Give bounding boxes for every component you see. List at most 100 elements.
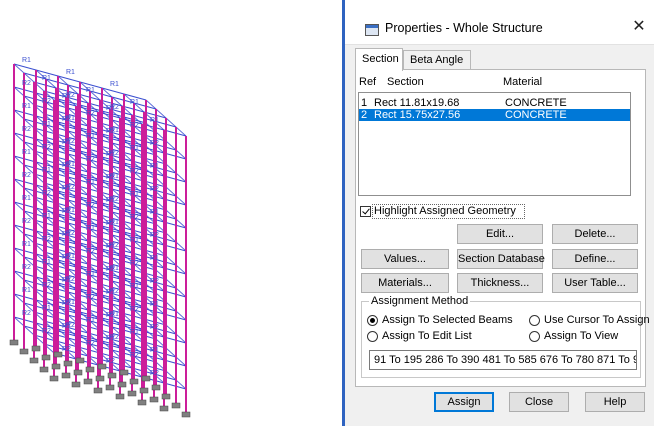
edit-button[interactable]: Edit... [457, 224, 543, 244]
radio-label: Assign To Edit List [382, 330, 472, 342]
member-label: R2 [22, 264, 31, 271]
beam-line [57, 75, 69, 86]
section-list[interactable]: 1 Rect 11.81x19.68 CONCRETE 2 Rect 15.75… [358, 92, 631, 196]
radio-button[interactable] [529, 315, 540, 326]
thickness-button[interactable]: Thickness... [457, 273, 543, 293]
beam-line [13, 201, 25, 212]
member-label: R2 [86, 202, 95, 209]
member-label: R2 [22, 80, 31, 87]
member-label: R2 [22, 310, 31, 317]
beam-line [23, 72, 35, 83]
member-label: R1 [62, 277, 71, 284]
member-label: R2 [150, 278, 159, 285]
member-label: R2 [110, 334, 119, 341]
delete-button[interactable]: Delete... [552, 224, 638, 244]
radio-button[interactable] [367, 331, 378, 342]
help-button[interactable]: Help [585, 392, 645, 412]
support-icon [39, 366, 49, 373]
values-button[interactable]: Values... [361, 249, 449, 269]
beam-line [23, 233, 35, 244]
member-label: R1 [110, 265, 119, 272]
edit-list-field[interactable]: 91 To 195 286 To 390 481 To 585 676 To 7… [369, 350, 637, 370]
member-label: R2 [130, 214, 139, 221]
member-label: R1 [66, 115, 75, 122]
support-icon [129, 378, 139, 385]
member-label: R2 [62, 346, 71, 353]
beam-line [165, 163, 177, 174]
radio-button[interactable] [529, 331, 540, 342]
column-header-section: Section [387, 76, 424, 88]
structure-model-view[interactable]: R2 R2 R2 R2 R2 R2 R2 R2 R2 R1 R1 R1 R1 R1 R1 R1 R1 R1 R2 R2… [0, 0, 340, 426]
member-label: R2 [110, 104, 119, 111]
member-label: R2 [66, 138, 75, 145]
member-label: R2 [150, 140, 159, 147]
member-label: R1 [22, 195, 31, 202]
member-label: R1 [110, 311, 119, 318]
beam-line [175, 218, 187, 229]
structure-model-canvas[interactable]: R2R2R2R2R2R2R2R2R2R1R1R1R1R1R1R1R1R1R2R2… [0, 0, 340, 426]
member-label: R2 [66, 92, 75, 99]
row-section: Rect 11.81x19.68 [374, 97, 460, 109]
support-icon [19, 348, 29, 355]
support-icon [115, 393, 125, 400]
beam-line [35, 69, 47, 80]
support-icon [53, 351, 63, 358]
member-label: R2 [86, 156, 95, 163]
close-button[interactable]: Close [509, 392, 569, 412]
beam-line [23, 187, 35, 198]
member-label: R2 [62, 300, 71, 307]
row-ref: 1 [361, 97, 368, 109]
member-label: R1 [150, 301, 159, 308]
dialog-titlebar[interactable]: Properties - Whole Structure ✕ [345, 0, 654, 45]
radio-label: Use Cursor To Assign [544, 314, 650, 326]
beam-line [79, 81, 103, 89]
member-label: R1 [42, 259, 51, 266]
tab-section[interactable]: Section [355, 48, 403, 71]
beam-line [165, 140, 177, 151]
member-label: R2 [86, 294, 95, 301]
radio-button-checked[interactable] [367, 315, 378, 326]
member-label: R2 [110, 288, 119, 295]
materials-button[interactable]: Materials... [361, 273, 449, 293]
support-icon [149, 396, 159, 403]
member-label: R2 [42, 144, 51, 151]
member-label: R1 [106, 335, 115, 342]
beam-line [165, 209, 177, 220]
beam-line [175, 241, 187, 252]
define-button[interactable]: Define... [552, 249, 638, 269]
close-icon[interactable]: ✕ [632, 18, 646, 35]
member-label: R1 [66, 253, 75, 260]
member-label: R1 [86, 179, 95, 186]
member-label: R1 [42, 305, 51, 312]
table-row[interactable]: 1 Rect 11.81x19.68 CONCRETE [359, 97, 630, 109]
member-label: R1 [106, 243, 115, 250]
support-icon [119, 369, 129, 376]
section-database-button[interactable]: Section Database [457, 249, 545, 269]
row-section: Rect 15.75x27.56 [374, 109, 461, 121]
beam-line [23, 302, 35, 313]
table-row-selected[interactable]: 2 Rect 15.75x27.56 CONCRETE [359, 109, 630, 121]
tab-beta-angle[interactable]: Beta Angle [403, 50, 471, 69]
support-icon [85, 366, 95, 373]
beam-line [165, 347, 177, 358]
beam-line [13, 109, 25, 120]
highlight-checkbox[interactable] [360, 206, 371, 217]
beam-line [23, 95, 35, 106]
beam-line [23, 325, 35, 336]
user-table-button[interactable]: User Table... [552, 273, 638, 293]
member-label: R1 [130, 191, 139, 198]
beam-line [45, 78, 57, 89]
beam-line [175, 195, 187, 206]
beam-line [23, 118, 35, 129]
member-label: R2 [130, 260, 139, 267]
support-icon [181, 411, 191, 418]
assign-button[interactable]: Assign [434, 392, 494, 412]
support-icon [97, 363, 107, 370]
beam-line [123, 93, 135, 104]
support-icon [49, 375, 59, 382]
beam-line [13, 316, 25, 327]
member-label: R2 [150, 370, 159, 377]
member-label: R1 [66, 69, 75, 76]
support-icon [9, 339, 19, 346]
member-label: R1 [130, 237, 139, 244]
